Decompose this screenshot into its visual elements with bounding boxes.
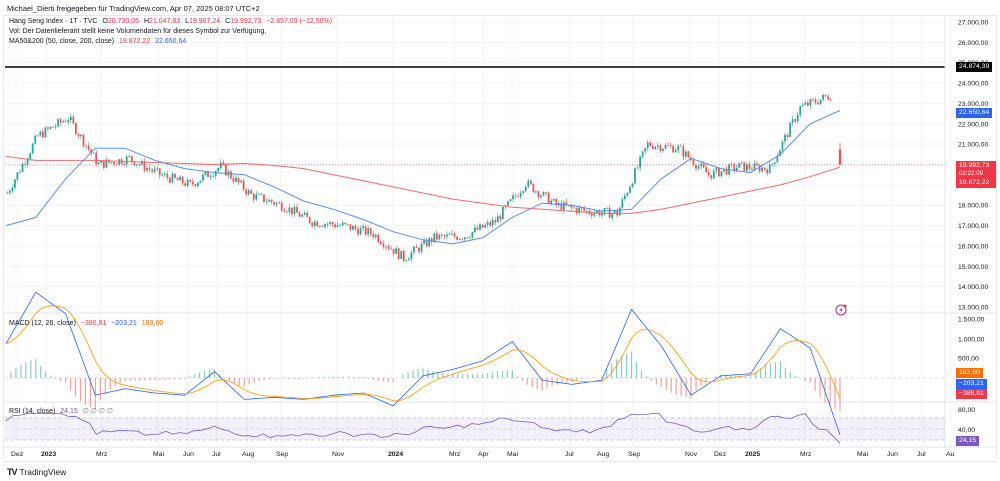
alert-bolt-icon[interactable] — [835, 304, 847, 316]
horizontal-line-price-tag: 24.874,39 — [956, 62, 993, 72]
svg-text:2024: 2024 — [388, 451, 403, 458]
volume-note: Vol: Der Datenlieferant stellt keine Vol… — [9, 28, 267, 35]
svg-text:Jul: Jul — [565, 451, 574, 458]
svg-text:Au: Au — [946, 451, 955, 458]
rsi-extras: ∅ ∅ ∅ ∅ — [82, 408, 113, 415]
svg-text:Sep: Sep — [628, 451, 640, 458]
svg-text:Dez: Dez — [11, 451, 24, 458]
macd-histogram-value: −386,81 — [80, 320, 107, 327]
svg-text:40,00: 40,00 — [958, 427, 975, 434]
tradingview-logo[interactable]: TV TradingView — [7, 467, 67, 477]
svg-text:Mrz: Mrz — [449, 451, 461, 458]
ma200-price-tag: 19.872,22 — [956, 178, 996, 188]
svg-text:Nov: Nov — [332, 451, 345, 458]
svg-text:Mrz: Mrz — [800, 451, 812, 458]
close-value: 19.992,73 — [230, 18, 262, 25]
high-value: 21.047,83 — [149, 18, 181, 25]
last-price-tag: 19.992,73 — [956, 161, 996, 170]
svg-text:Sep: Sep — [276, 451, 288, 458]
svg-text:18.000,00: 18.000,00 — [958, 203, 988, 210]
svg-text:26.000,00: 26.000,00 — [958, 40, 988, 47]
svg-text:21.000,00: 21.000,00 — [958, 142, 988, 149]
change-value: −2.857,09 (−12,50%) — [266, 18, 333, 25]
svg-text:Mai: Mai — [507, 451, 518, 458]
ma-legend[interactable]: MA50&200 (50, close, 200, close) 19.872,… — [9, 38, 187, 45]
ma50-price-tag: 22.650,64 — [956, 108, 993, 118]
low-value: 19.967,24 — [189, 18, 221, 25]
svg-text:Jun: Jun — [887, 451, 898, 458]
svg-text:27.000,00: 27.000,00 — [958, 20, 988, 27]
macd-signal-value: 183,60 — [141, 320, 164, 327]
svg-text:Apr: Apr — [478, 451, 489, 458]
svg-text:Dez: Dez — [714, 451, 727, 458]
rsi-value: 24,15 — [60, 408, 78, 415]
svg-text:22.000,00: 22.000,00 — [958, 121, 988, 128]
ma50-value: 22.650,64 — [155, 38, 187, 45]
svg-text:80,00: 80,00 — [958, 407, 975, 414]
svg-text:Jul: Jul — [212, 451, 221, 458]
svg-text:2025: 2025 — [745, 451, 760, 458]
macd-signal-tag: 183,60 — [956, 368, 983, 378]
chart-frame[interactable] — [3, 15, 997, 462]
svg-text:1.500,00: 1.500,00 — [958, 317, 985, 324]
macd-histogram-tag: −386,81 — [956, 389, 987, 399]
macd-legend[interactable]: MACD (12, 26, close) −386,81 −203,21 183… — [9, 320, 164, 327]
svg-text:Mrz: Mrz — [96, 451, 108, 458]
svg-text:Mai: Mai — [153, 451, 164, 458]
svg-text:500,00: 500,00 — [958, 356, 979, 363]
share-attribution: Michael_Dierti freigegeben für TradingVi… — [7, 4, 260, 13]
svg-text:16.000,00: 16.000,00 — [958, 243, 988, 250]
svg-text:Mai: Mai — [857, 451, 868, 458]
macd-tag: −203,21 — [956, 379, 987, 389]
main-legend: Hang Seng Index · 1T · TVC O20.730,05 H2… — [9, 18, 333, 25]
svg-text:Nov: Nov — [685, 451, 698, 458]
svg-text:Jun: Jun — [183, 451, 194, 458]
ma200-value: 19.872,22 — [119, 38, 151, 45]
macd-value: −203,21 — [111, 320, 137, 327]
svg-text:14.000,00: 14.000,00 — [958, 284, 988, 291]
svg-text:Jul: Jul — [917, 451, 926, 458]
svg-text:13.000,00: 13.000,00 — [958, 305, 988, 312]
symbol-title[interactable]: Hang Seng Index · 1T · TVC — [9, 18, 98, 25]
svg-text:1.000,00: 1.000,00 — [958, 337, 985, 344]
open-value: 20.730,05 — [107, 18, 140, 25]
svg-text:17.000,00: 17.000,00 — [958, 223, 988, 230]
svg-text:23.000,00: 23.000,00 — [958, 101, 988, 108]
svg-text:15.000,00: 15.000,00 — [958, 264, 988, 271]
svg-text:24.000,00: 24.000,00 — [958, 81, 988, 88]
rsi-tag: 24,15 — [956, 436, 980, 446]
rsi-legend[interactable]: RSI (14, close) 24,15 ∅ ∅ ∅ ∅ — [9, 408, 113, 415]
tradingview-logo-icon: TV — [7, 467, 17, 477]
svg-text:Aug: Aug — [597, 451, 609, 458]
svg-text:2023: 2023 — [41, 451, 56, 458]
svg-text:Aug: Aug — [242, 451, 254, 458]
countdown-tag: 02:22:09 — [956, 170, 996, 178]
